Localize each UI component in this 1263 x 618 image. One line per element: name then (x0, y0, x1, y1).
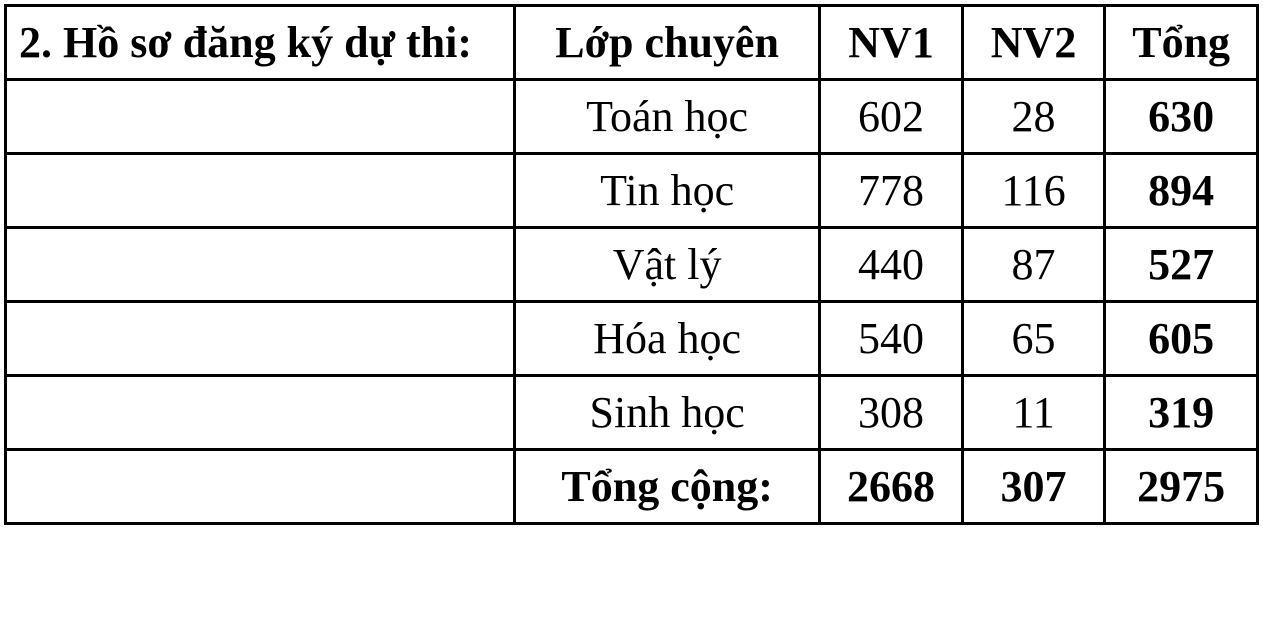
table-row: Tin học 778 116 894 (6, 154, 1258, 228)
cell-total: 630 (1105, 80, 1258, 154)
cell-title (6, 228, 515, 302)
table-row: Hóa học 540 65 605 (6, 302, 1258, 376)
table-row: Toán học 602 28 630 (6, 80, 1258, 154)
table-row: Sinh học 308 11 319 (6, 376, 1258, 450)
totals-total: 2975 (1105, 450, 1258, 524)
registration-table: 2. Hồ sơ đăng ký dự thi: Lớp chuyên NV1 … (4, 4, 1259, 525)
cell-title (6, 376, 515, 450)
totals-nv2: 307 (962, 450, 1105, 524)
cell-nv1: 308 (820, 376, 963, 450)
cell-total: 319 (1105, 376, 1258, 450)
header-nv1: NV1 (820, 6, 963, 80)
cell-nv2: 11 (962, 376, 1105, 450)
cell-total: 605 (1105, 302, 1258, 376)
cell-nv1: 440 (820, 228, 963, 302)
totals-nv1: 2668 (820, 450, 963, 524)
cell-class: Toán học (514, 80, 819, 154)
table-totals-row: Tổng cộng: 2668 307 2975 (6, 450, 1258, 524)
cell-nv1: 602 (820, 80, 963, 154)
cell-title (6, 302, 515, 376)
header-title: 2. Hồ sơ đăng ký dự thi: (6, 6, 515, 80)
cell-class: Sinh học (514, 376, 819, 450)
cell-total: 894 (1105, 154, 1258, 228)
cell-class: Vật lý (514, 228, 819, 302)
totals-title (6, 450, 515, 524)
cell-total: 527 (1105, 228, 1258, 302)
cell-title (6, 80, 515, 154)
cell-nv1: 778 (820, 154, 963, 228)
cell-nv2: 65 (962, 302, 1105, 376)
cell-class: Hóa học (514, 302, 819, 376)
cell-class: Tin học (514, 154, 819, 228)
table-header-row: 2. Hồ sơ đăng ký dự thi: Lớp chuyên NV1 … (6, 6, 1258, 80)
cell-nv2: 28 (962, 80, 1105, 154)
header-nv2: NV2 (962, 6, 1105, 80)
table-row: Vật lý 440 87 527 (6, 228, 1258, 302)
cell-nv2: 116 (962, 154, 1105, 228)
header-total: Tổng (1105, 6, 1258, 80)
cell-title (6, 154, 515, 228)
cell-nv1: 540 (820, 302, 963, 376)
totals-class: Tổng cộng: (514, 450, 819, 524)
cell-nv2: 87 (962, 228, 1105, 302)
header-class: Lớp chuyên (514, 6, 819, 80)
